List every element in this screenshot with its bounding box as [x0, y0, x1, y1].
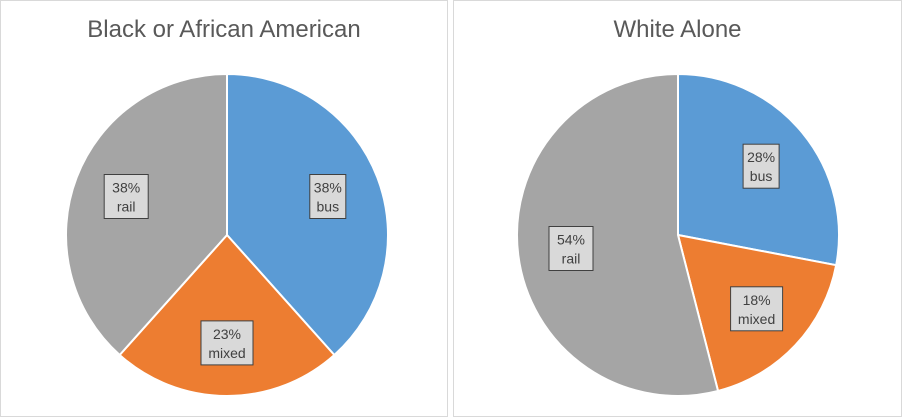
pie-slice-rail	[515, 72, 720, 397]
data-label-percent: 23%	[213, 326, 241, 342]
data-label-category: rail	[562, 251, 581, 267]
data-label-percent: 54%	[557, 232, 585, 248]
data-label-category: bus	[750, 168, 773, 184]
data-label-category: mixed	[738, 311, 775, 327]
data-label-bus: 38% bus	[309, 174, 347, 219]
data-label-box	[103, 174, 149, 219]
chart-title: White Alone	[613, 16, 742, 43]
pie-chart-black-or-african-american: 38% bus 23% mixed 38% rail	[65, 72, 389, 397]
data-label-category: mixed	[208, 345, 245, 361]
data-label-category: bus	[317, 199, 340, 215]
pie-chart-white-alone: 28% bus 18% mixed 54% rail	[515, 72, 840, 397]
chart-title: Black or African American	[87, 16, 361, 43]
data-label-mixed: 23% mixed	[200, 320, 254, 366]
data-label-percent: 28%	[747, 149, 775, 165]
pie-slice-bus	[226, 72, 389, 357]
data-label-box	[730, 286, 784, 332]
data-label-rail: 54% rail	[548, 226, 594, 271]
chart-panel-black-or-african-american: Black or African American 38% bus 23% mixed…	[0, 0, 448, 417]
data-label-box	[742, 143, 780, 189]
data-label-percent: 38%	[314, 180, 342, 196]
data-label-box	[548, 226, 594, 271]
data-label-box	[309, 174, 347, 219]
data-label-rail: 38% rail	[103, 174, 149, 219]
data-label-category: rail	[117, 199, 136, 215]
data-label-mixed: 18% mixed	[730, 286, 784, 332]
data-label-bus: 28% bus	[742, 143, 780, 189]
data-label-box	[200, 320, 254, 366]
pie-slice-mixed	[118, 233, 336, 397]
data-label-percent: 38%	[112, 180, 140, 196]
chart-panel-white-alone: White Alone 28% bus 18% mixed 54% rail	[453, 0, 902, 417]
data-label-percent: 18%	[743, 292, 771, 308]
